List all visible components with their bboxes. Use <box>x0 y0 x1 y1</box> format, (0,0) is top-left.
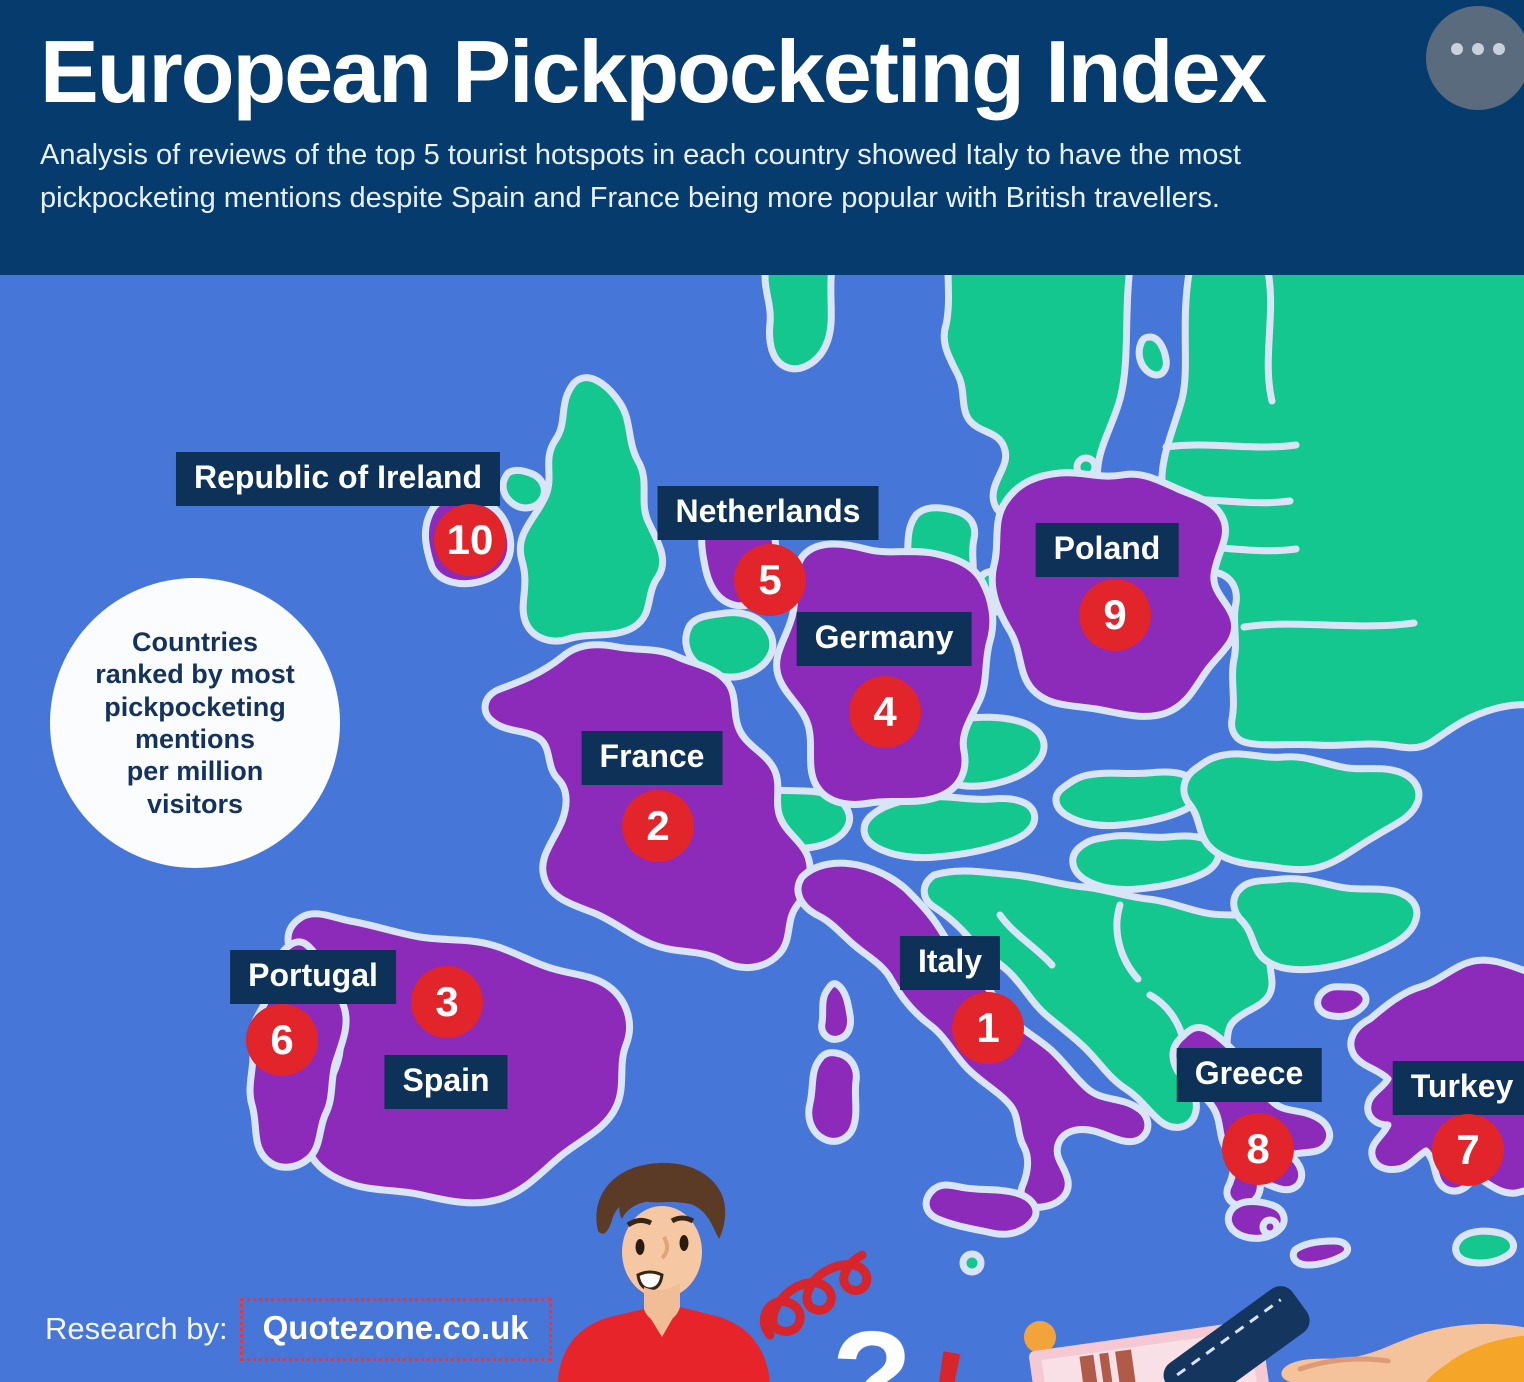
aegean-island-dot <box>1259 1216 1281 1238</box>
pickpocket-hand-illustration: EURO EURO <box>1024 1286 1524 1382</box>
country-shape-norway <box>761 275 835 373</box>
region-turkey-european <box>1314 983 1370 1021</box>
man-hair <box>596 1162 726 1239</box>
country-rank-badge-turkey: 7 <box>1432 1114 1504 1186</box>
aegean-islands <box>1289 1237 1352 1269</box>
more-options-button[interactable] <box>1426 6 1524 110</box>
man-eyebrow-left <box>626 1217 653 1228</box>
ellipsis-icon <box>1451 43 1505 55</box>
country-rank-badge-poland: 9 <box>1079 579 1151 651</box>
page-subtitle: Analysis of reviews of the top 5 tourist… <box>40 138 1241 215</box>
country-rank-badge-germany: 4 <box>849 676 921 748</box>
country-label-republic-of-ireland: Republic of Ireland <box>175 452 501 506</box>
country-label-spain: Spain <box>384 1055 508 1109</box>
country-rank-badge-portugal: 6 <box>246 1004 318 1076</box>
country-label-turkey: Turkey <box>1392 1061 1524 1115</box>
country-rank-badge-netherlands: 5 <box>734 544 806 616</box>
man-vneck <box>646 1309 678 1337</box>
island-malta <box>959 1250 985 1276</box>
worried-man-illustration <box>558 1162 770 1382</box>
country-label-france: France <box>581 731 723 785</box>
country-shape-slovakia <box>1052 768 1203 830</box>
footer: Research by: Quotezone.co.uk <box>45 1297 552 1361</box>
man-shirt <box>558 1307 770 1382</box>
page-title: European Pickpocketing Index <box>40 22 1267 121</box>
brand-link[interactable]: Quotezone.co.uk <box>239 1297 552 1361</box>
country-shape-hungary <box>1069 832 1222 894</box>
brand-text: Quotezone.co.uk <box>262 1308 529 1346</box>
country-label-germany: Germany <box>796 612 972 666</box>
country-rank-badge-greece: 8 <box>1222 1113 1294 1185</box>
country-shape-austria <box>860 793 1039 862</box>
country-rank-badge-spain: 3 <box>411 966 483 1038</box>
country-rank-badge-republic-of-ireland: 10 <box>434 504 506 576</box>
orange-blob <box>1024 1321 1056 1353</box>
phone-wallet <box>1163 1286 1310 1382</box>
man-nose <box>660 1236 669 1260</box>
country-label-italy: Italy <box>899 936 1001 990</box>
man-mouth <box>636 1270 664 1291</box>
scribble-icon <box>760 1250 872 1340</box>
europe-map: ? ! EURO EURO <box>0 275 1524 1382</box>
island-sardinia <box>805 1049 860 1145</box>
man-eye-right <box>679 1235 689 1251</box>
country-label-poland: Poland <box>1035 523 1179 577</box>
header: European Pickpocketing Index Analysis of… <box>0 0 1524 275</box>
island-sicily <box>922 1181 1040 1238</box>
legend-circle: Countries ranked by most pickpocketing m… <box>50 578 340 868</box>
island-crete <box>1452 1227 1518 1267</box>
country-shape-great-britain <box>516 374 667 645</box>
question-mark-icon: ? <box>832 1304 913 1382</box>
country-label-portugal: Portugal <box>230 950 396 1004</box>
legend-text: Countries ranked by most pickpocketing m… <box>95 626 295 819</box>
country-rank-badge-france: 2 <box>622 790 694 862</box>
orange-sleeve <box>1426 1335 1524 1382</box>
region-northern-ireland <box>499 466 548 512</box>
country-shape-germany <box>773 540 997 808</box>
man-eye-left <box>635 1239 645 1255</box>
country-label-greece: Greece <box>1176 1048 1322 1102</box>
country-shape-romania <box>1180 750 1423 874</box>
finger-line <box>1297 1356 1391 1372</box>
country-rank-badge-italy: 1 <box>952 992 1024 1064</box>
man-eyebrow-right <box>670 1215 695 1224</box>
country-label-netherlands: Netherlands <box>657 486 879 540</box>
country-shape-bulgaria <box>1230 875 1421 974</box>
island-corsica <box>818 980 854 1043</box>
exclamation-icon: ! <box>913 1324 976 1382</box>
island-gotland <box>1135 333 1170 379</box>
research-by-label: Research by: <box>45 1311 228 1346</box>
man-hair-front <box>619 1177 715 1219</box>
